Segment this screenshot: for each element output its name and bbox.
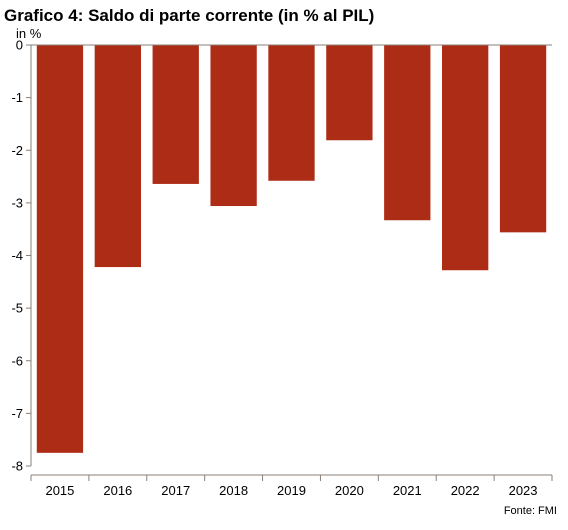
x-tick-label: 2018 — [219, 483, 248, 498]
bar-2015 — [36, 45, 84, 453]
y-tick-label: -5 — [11, 301, 23, 316]
y-tick-label: -7 — [11, 406, 23, 421]
bar-2023 — [499, 45, 547, 233]
chart-title: Grafico 4: Saldo di parte corrente (in %… — [4, 6, 375, 25]
x-tick-label: 2017 — [161, 483, 190, 498]
x-tick-label: 2021 — [393, 483, 422, 498]
bar-2021 — [384, 45, 431, 221]
source-note: Fonte: FMI — [503, 505, 557, 517]
x-tick-label: 2015 — [45, 483, 74, 498]
y-tick-label: -4 — [11, 248, 23, 263]
y-tick-label: -6 — [11, 353, 23, 368]
y-tick-label: -1 — [11, 90, 23, 105]
x-tick-label: 2016 — [103, 483, 132, 498]
bar-2022 — [442, 45, 489, 271]
y-tick-label: -8 — [11, 459, 23, 474]
bar-2019 — [268, 45, 315, 181]
y-tick-label: -2 — [11, 143, 23, 158]
bar-2016 — [94, 45, 141, 268]
bar-2020 — [326, 45, 373, 141]
y-tick-label: -3 — [11, 195, 23, 210]
x-tick-label: 2019 — [277, 483, 306, 498]
bar-2017 — [152, 45, 199, 184]
y-tick-label: 0 — [16, 38, 23, 53]
x-tick-label: 2022 — [451, 483, 480, 498]
x-tick-label: 2023 — [509, 483, 538, 498]
x-tick-label: 2020 — [335, 483, 364, 498]
y-axis-unit-label: in % — [16, 26, 42, 41]
bar-2018 — [210, 45, 257, 207]
